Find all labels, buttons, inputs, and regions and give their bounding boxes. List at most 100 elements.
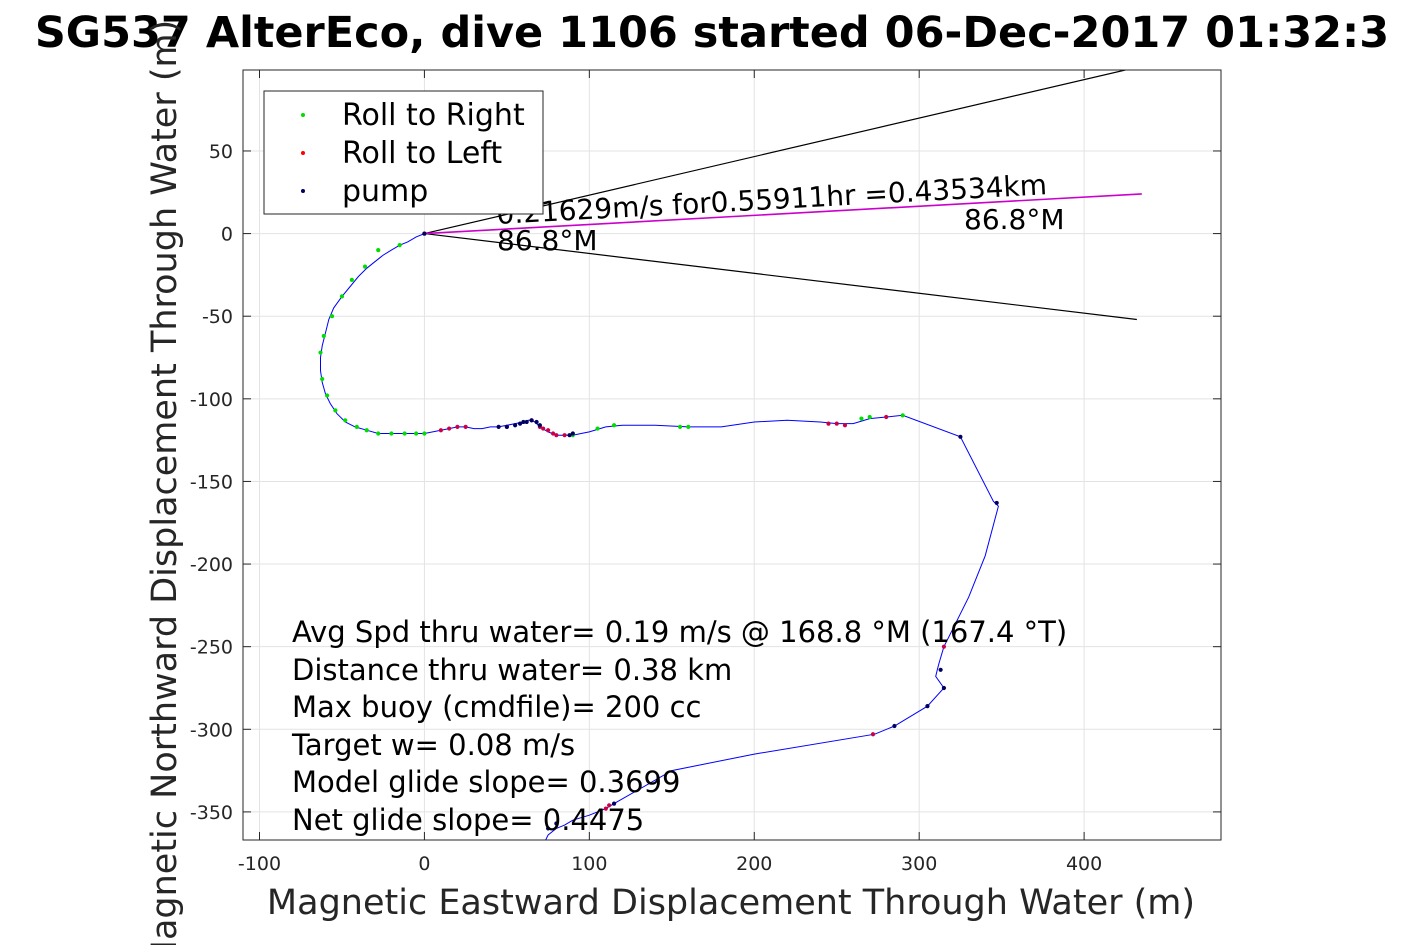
- grid: [243, 70, 1221, 840]
- roll-right-marker: [318, 350, 323, 355]
- roll-right-marker: [867, 414, 872, 420]
- legend-marker-roll-right: [301, 113, 305, 117]
- roll-right-marker: [595, 426, 600, 431]
- current-vector: [424, 193, 1142, 235]
- roll-right-marker: [414, 431, 419, 436]
- pump-marker: [958, 434, 963, 439]
- pump-marker: [529, 418, 534, 423]
- roll-left-marker: [554, 433, 559, 438]
- roll-right-marker: [677, 424, 683, 430]
- pump-marker: [517, 421, 523, 426]
- roll-left-marker: [870, 732, 876, 737]
- y-tick-label: -100: [190, 389, 233, 411]
- stats-line: Model glide slope= 0.3699: [292, 765, 680, 799]
- y-axis-label: Magnetic Northward Displacement Through …: [145, 20, 185, 945]
- roll-left-marker: [826, 421, 831, 426]
- roll-left-marker: [941, 644, 947, 649]
- roll-right-marker: [321, 333, 326, 339]
- chart-title: SG537 AlterEco, dive 1106 started 06-Dec…: [35, 8, 1389, 58]
- x-tick-label: 200: [736, 853, 772, 875]
- pump-marker: [611, 801, 617, 806]
- pump-marker: [570, 431, 575, 436]
- roll-left-marker: [455, 424, 460, 430]
- roll-left-marker: [541, 426, 546, 431]
- y-tick-label: 0: [221, 224, 233, 246]
- y-tick-label: -300: [190, 719, 233, 741]
- roll-right-marker: [349, 277, 354, 282]
- roll-right-marker: [339, 294, 345, 299]
- y-tick-label: -200: [190, 554, 233, 576]
- legend-marker-roll-left: [301, 151, 305, 155]
- roll-left-marker: [603, 806, 608, 811]
- pump-marker: [537, 423, 542, 428]
- x-tick-label: -100: [238, 853, 281, 875]
- y-tick-label: -50: [202, 306, 233, 328]
- stats-line: Avg Spd thru water= 0.19 m/s @ 168.8 °M …: [292, 615, 1067, 649]
- pump-marker: [524, 419, 529, 425]
- roll-left-marker: [834, 421, 839, 426]
- x-tick-label: 0: [418, 853, 430, 875]
- pump-marker: [521, 419, 526, 425]
- roll-right-marker: [376, 431, 381, 436]
- stats-line: Distance thru water= 0.38 km: [292, 653, 732, 687]
- roll-right-marker: [900, 413, 905, 418]
- stats-line: Net glide slope= 0.4475: [292, 803, 644, 837]
- pump-marker: [554, 821, 559, 826]
- roll-right-marker: [362, 264, 368, 269]
- pump-marker: [513, 423, 518, 428]
- roll-right-marker: [402, 431, 407, 436]
- x-tick-label: 400: [1066, 853, 1102, 875]
- roll-left-marker: [463, 424, 468, 430]
- pump-marker: [892, 723, 897, 729]
- cone-line-lower: [424, 232, 1137, 321]
- roll-right-marker: [333, 408, 338, 413]
- legend-label-roll-right: Roll to Right: [342, 98, 525, 133]
- pump-marker: [994, 500, 999, 506]
- pump-marker: [534, 419, 539, 425]
- roll-right-marker: [859, 416, 864, 421]
- roll-right-marker: [354, 424, 359, 430]
- legend: Roll to Right Roll to Left pump: [263, 90, 544, 215]
- y-tick-label: -150: [190, 471, 233, 493]
- roll-right-marker: [343, 418, 348, 423]
- pump-marker: [504, 424, 509, 430]
- roll-left-marker: [546, 428, 551, 433]
- current-vector-line: [424, 193, 1142, 235]
- x-tick-label: 100: [571, 853, 607, 875]
- stats-line: Target w= 0.08 m/s: [291, 728, 575, 762]
- roll-left-marker: [607, 803, 612, 808]
- x-tick-label: 300: [901, 853, 937, 875]
- stats-block: Avg Spd thru water= 0.19 m/s @ 168.8 °M …: [291, 615, 1067, 837]
- y-tick-label: 50: [209, 141, 233, 163]
- y-tick-label: -250: [190, 637, 233, 659]
- roll-right-marker: [611, 423, 617, 428]
- roll-right-marker: [325, 393, 330, 398]
- roll-right-marker: [686, 424, 691, 430]
- markers: [318, 231, 999, 831]
- pump-marker: [422, 231, 427, 236]
- legend-box: [263, 90, 544, 215]
- legend-label-pump: pump: [342, 174, 428, 209]
- roll-left-marker: [447, 426, 452, 431]
- roll-right-marker: [397, 243, 402, 248]
- heading-label-start: 86.8°M: [497, 224, 598, 257]
- x-axis-label: Magnetic Eastward Displacement Through W…: [267, 883, 1195, 923]
- roll-left-marker: [842, 423, 848, 428]
- pump-marker: [941, 685, 947, 691]
- roll-right-marker: [422, 431, 427, 436]
- roll-right-marker: [329, 314, 335, 319]
- pump-marker: [938, 667, 943, 672]
- plot-frame: [242, 69, 1222, 841]
- legend-label-roll-left: Roll to Left: [342, 136, 502, 171]
- roll-left-marker: [550, 431, 556, 436]
- pump-marker: [925, 704, 930, 709]
- roll-right-marker: [364, 428, 369, 433]
- pump-marker: [567, 433, 572, 438]
- stats-line: Max buoy (cmdfile)= 200 cc: [292, 690, 701, 724]
- roll-left-marker: [884, 414, 889, 420]
- roll-left-marker: [562, 433, 567, 438]
- y-tick-label: -350: [190, 802, 233, 824]
- roll-left-marker: [438, 428, 444, 433]
- pump-marker: [546, 826, 551, 831]
